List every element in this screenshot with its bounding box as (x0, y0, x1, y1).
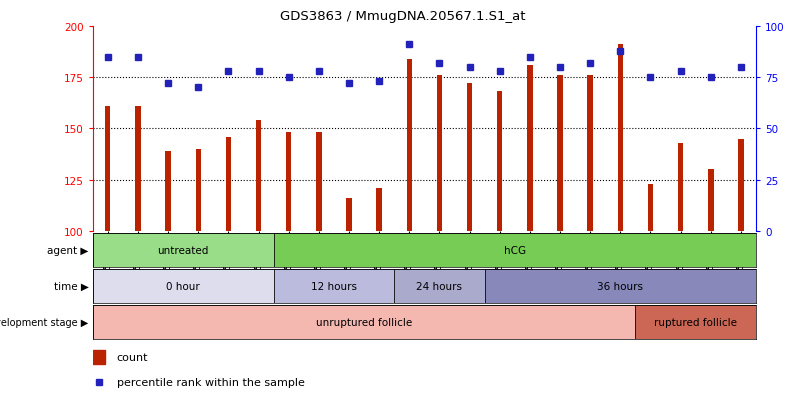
Bar (93, 350, 105, 364)
Text: untreated: untreated (157, 245, 209, 255)
Bar (273, 233, 756, 267)
Bar (316, 133, 322, 231)
Bar (406, 59, 412, 231)
Bar (635, 305, 756, 339)
Bar (347, 199, 351, 231)
Text: 12 hours: 12 hours (311, 281, 357, 291)
Bar (273, 269, 394, 303)
Text: unruptured follicle: unruptured follicle (316, 317, 412, 327)
Bar (708, 170, 713, 231)
Bar (437, 76, 442, 231)
Bar (588, 76, 593, 231)
Bar (93, 305, 635, 339)
Bar (557, 76, 563, 231)
Bar (93, 269, 273, 303)
Bar (617, 45, 623, 231)
Text: count: count (117, 352, 148, 362)
Text: 0 hour: 0 hour (166, 281, 200, 291)
Bar (648, 184, 653, 231)
Bar (376, 188, 382, 231)
Text: hCG: hCG (504, 245, 526, 255)
Bar (467, 84, 472, 231)
Bar (135, 107, 140, 231)
Text: GDS3863 / MmugDNA.20567.1.S1_at: GDS3863 / MmugDNA.20567.1.S1_at (280, 10, 526, 23)
Bar (93, 233, 273, 267)
Text: ruptured follicle: ruptured follicle (654, 317, 737, 327)
Text: time ▶: time ▶ (54, 281, 89, 291)
Bar (738, 139, 744, 231)
Bar (484, 269, 756, 303)
Bar (165, 152, 171, 231)
Text: 36 hours: 36 hours (597, 281, 643, 291)
Bar (497, 92, 502, 231)
Bar (527, 66, 533, 231)
Bar (394, 269, 484, 303)
Bar (105, 107, 110, 231)
Bar (256, 121, 261, 231)
Bar (286, 133, 292, 231)
Text: development stage ▶: development stage ▶ (0, 317, 89, 327)
Bar (196, 150, 201, 231)
Bar (226, 137, 231, 231)
Text: agent ▶: agent ▶ (48, 245, 89, 255)
Bar (678, 143, 683, 231)
Text: 24 hours: 24 hours (417, 281, 463, 291)
Text: percentile rank within the sample: percentile rank within the sample (117, 377, 305, 387)
